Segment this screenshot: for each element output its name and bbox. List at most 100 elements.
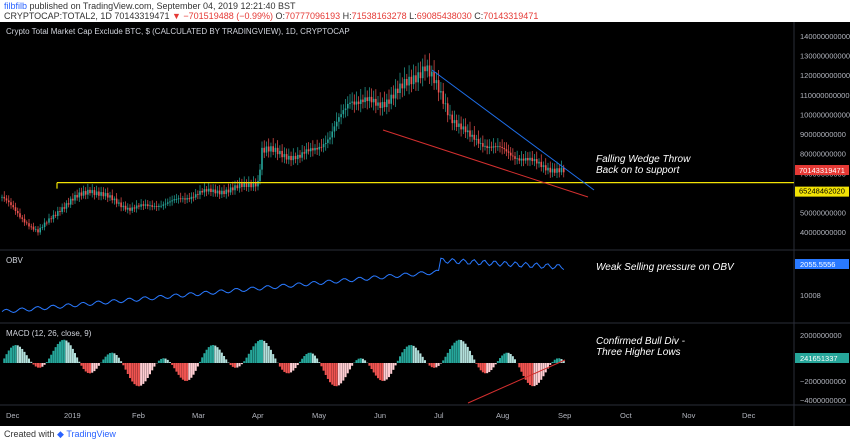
- macd-bar: [173, 363, 176, 369]
- macd-divergence-line[interactable]: [467, 359, 566, 404]
- candle: [272, 138, 274, 156]
- macd-bar: [509, 353, 512, 363]
- candle: [146, 200, 149, 210]
- time-axis[interactable]: Dec 2019 Feb Mar Apr May Jun Jul Aug Sep Oct Nov Dec: [6, 411, 756, 420]
- macd-bar: [311, 353, 314, 363]
- candle: [366, 90, 369, 110]
- macd-bar: [340, 363, 343, 384]
- candle: [362, 94, 364, 109]
- obv-title: OBV: [6, 256, 24, 265]
- macd-bar: [131, 363, 134, 382]
- macd-bar: [175, 363, 178, 372]
- macd-bar: [449, 349, 451, 363]
- macd-bar: [220, 352, 223, 363]
- candle: [466, 124, 469, 140]
- macd-last-tag-label: 241651337: [800, 354, 838, 363]
- price-pane[interactable]: Crypto Total Market Cap Exclude BTC, $ (…: [1, 27, 850, 237]
- macd-bar: [28, 358, 30, 363]
- wedge-lower-trendline[interactable]: [382, 129, 589, 198]
- macd-bar: [294, 363, 297, 369]
- macd-bar: [556, 358, 558, 363]
- macd-bar: [236, 363, 239, 368]
- candle: [80, 187, 83, 200]
- macd-bar: [186, 363, 189, 381]
- macd-bar: [414, 347, 417, 363]
- candle: [469, 121, 471, 142]
- chart-canvas[interactable]: Crypto Total Market Cap Exclude BTC, $ (…: [0, 22, 850, 426]
- macd-bar: [337, 363, 340, 386]
- macd-bar: [169, 362, 171, 363]
- candle: [109, 191, 111, 201]
- candle: [104, 188, 107, 200]
- macd-tick-label: 2000000000: [800, 331, 842, 340]
- macd-bar: [124, 363, 127, 370]
- candle: [63, 202, 66, 213]
- macd-bar: [21, 348, 24, 363]
- support-price-tag: [795, 186, 849, 197]
- candle: [158, 203, 160, 211]
- macd-bar: [199, 361, 201, 363]
- author-link[interactable]: filbfilb: [4, 1, 28, 11]
- candle: [91, 184, 94, 198]
- wedge-upper-trendline[interactable]: [431, 69, 595, 191]
- macd-bar: [462, 341, 465, 363]
- macd-bar: [78, 361, 81, 363]
- macd-bar: [252, 346, 255, 363]
- macd-bar: [364, 360, 367, 363]
- price-tick-label: 90000000000: [800, 130, 846, 139]
- macd-bar: [67, 342, 70, 363]
- candle: [375, 89, 377, 114]
- macd-bar: [14, 345, 17, 363]
- candle: [333, 121, 336, 138]
- macd-bar: [333, 363, 336, 386]
- candle: [151, 200, 154, 211]
- price-tick-label: 80000000000: [800, 150, 846, 159]
- macd-bar: [412, 345, 415, 363]
- obv-pane[interactable]: OBV Weak Selling pressure on OBV 2055.55…: [1, 256, 849, 314]
- macd-bar: [218, 349, 221, 363]
- candle: [514, 151, 516, 165]
- macd-bar: [278, 363, 281, 367]
- candle: [320, 139, 323, 152]
- candle: [173, 195, 176, 204]
- candle: [205, 186, 208, 197]
- macd-bar: [562, 360, 565, 363]
- price-tick-label: 50000000000: [800, 209, 846, 218]
- candle: [166, 198, 169, 206]
- price-axis[interactable]: 4000000000050000000000600000000007000000…: [800, 32, 850, 237]
- macd-bar: [194, 363, 197, 371]
- macd-bar: [538, 363, 540, 383]
- candle: [100, 186, 102, 201]
- candle: [201, 188, 203, 195]
- macd-bar: [225, 359, 228, 363]
- candle: [309, 142, 312, 158]
- candle: [164, 198, 167, 209]
- ohlc-line: CRYPTOCAP:TOTAL2, 1D 70143319471 ▼ −7015…: [4, 11, 538, 21]
- candle: [428, 53, 431, 85]
- macd-bar: [50, 354, 53, 363]
- candle: [351, 92, 353, 110]
- candle: [12, 200, 15, 210]
- candle: [144, 199, 147, 209]
- candle: [84, 187, 87, 200]
- candle: [497, 138, 499, 151]
- macd-bar: [326, 363, 329, 379]
- macd-last-tag: [795, 353, 849, 363]
- candle: [544, 158, 547, 175]
- candle: [403, 67, 406, 96]
- candle: [435, 72, 438, 90]
- tradingview-brand-link[interactable]: TradingView: [66, 429, 116, 439]
- candle: [410, 69, 413, 93]
- price-tick-label: 130000000000: [800, 52, 850, 61]
- candle: [553, 163, 556, 176]
- candle: [210, 184, 212, 196]
- candle: [48, 213, 50, 225]
- macd-bar: [329, 363, 331, 383]
- macd-bar: [442, 360, 445, 363]
- macd-bar: [265, 343, 268, 363]
- macd-bar: [133, 363, 136, 385]
- macd-pane[interactable]: MACD (12, 26, close, 9) Confirmed Bull D…: [3, 329, 849, 405]
- macd-bar: [250, 349, 253, 363]
- wedge-annotation-line2: Back on to support: [596, 165, 681, 176]
- candle: [490, 141, 493, 152]
